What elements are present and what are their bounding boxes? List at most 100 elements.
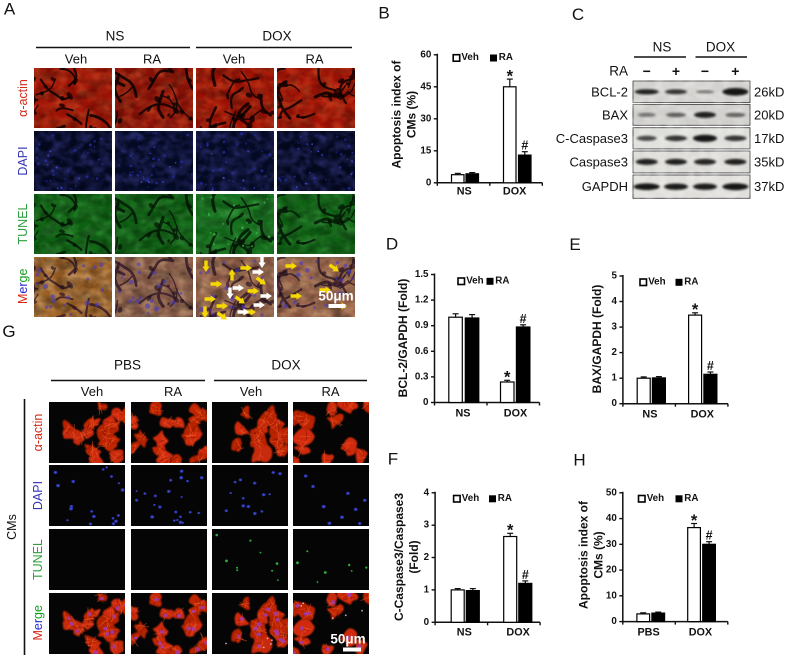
svg-text:Merge: Merge bbox=[31, 605, 45, 640]
svg-text:*: * bbox=[691, 512, 698, 530]
svg-text:BAX: BAX bbox=[602, 107, 628, 122]
svg-text:A: A bbox=[4, 0, 16, 19]
svg-text:CMs (%): CMs (%) bbox=[592, 531, 606, 578]
svg-text:50μm: 50μm bbox=[318, 289, 353, 304]
svg-text:Veh: Veh bbox=[223, 52, 245, 67]
svg-text:17kD: 17kD bbox=[754, 131, 784, 146]
svg-text:RA: RA bbox=[495, 276, 509, 287]
svg-text:+: + bbox=[731, 63, 739, 79]
svg-text:10: 10 bbox=[606, 590, 617, 601]
svg-text:1: 1 bbox=[611, 373, 617, 384]
svg-text:DOX: DOX bbox=[706, 40, 735, 55]
svg-text:50μm: 50μm bbox=[330, 632, 365, 647]
svg-text:#: # bbox=[706, 529, 713, 543]
svg-text:D: D bbox=[386, 235, 398, 254]
svg-text:E: E bbox=[569, 235, 580, 254]
svg-text:0: 0 bbox=[611, 398, 617, 409]
svg-text:1.5: 1.5 bbox=[415, 269, 429, 280]
svg-text:Veh: Veh bbox=[462, 493, 479, 504]
svg-text:NS: NS bbox=[642, 409, 657, 421]
svg-text:B: B bbox=[378, 4, 389, 23]
svg-text:DOX: DOX bbox=[262, 29, 291, 44]
svg-text:DOX: DOX bbox=[691, 409, 715, 421]
svg-text:−: − bbox=[701, 63, 709, 79]
svg-text:50: 50 bbox=[606, 487, 617, 498]
svg-text:C: C bbox=[572, 5, 584, 24]
svg-text:3: 3 bbox=[611, 322, 617, 333]
svg-text:Veh: Veh bbox=[81, 384, 103, 399]
svg-text:DOX: DOX bbox=[689, 627, 713, 639]
svg-text:RA: RA bbox=[305, 52, 323, 67]
svg-text:F: F bbox=[388, 450, 398, 469]
svg-text:NS: NS bbox=[456, 408, 471, 420]
svg-text:20: 20 bbox=[606, 565, 617, 576]
svg-text:#: # bbox=[521, 139, 528, 153]
svg-text:Veh: Veh bbox=[466, 276, 483, 287]
svg-text:Apoptosis index of: Apoptosis index of bbox=[577, 500, 591, 609]
svg-text:BCL-2: BCL-2 bbox=[591, 84, 628, 99]
svg-text:4: 4 bbox=[424, 487, 430, 498]
svg-text:H: H bbox=[573, 451, 585, 470]
svg-text:RA: RA bbox=[684, 493, 698, 504]
svg-text:RA: RA bbox=[321, 384, 339, 399]
svg-text:DAPI: DAPI bbox=[16, 146, 30, 175]
svg-text:0.9: 0.9 bbox=[415, 320, 429, 331]
svg-text:3: 3 bbox=[424, 520, 430, 531]
svg-text:*: * bbox=[507, 522, 514, 540]
svg-text:RA: RA bbox=[609, 64, 628, 79]
svg-text:BCL-2/GAPDH (Fold): BCL-2/GAPDH (Fold) bbox=[396, 279, 410, 398]
svg-text:PBS: PBS bbox=[637, 627, 659, 639]
svg-text:RA: RA bbox=[684, 277, 698, 288]
svg-text:0: 0 bbox=[426, 177, 432, 188]
svg-text:*: * bbox=[692, 301, 699, 319]
svg-text:35kD: 35kD bbox=[754, 154, 784, 169]
svg-text:30: 30 bbox=[420, 113, 431, 124]
svg-text:20kD: 20kD bbox=[754, 107, 784, 122]
svg-text:PBS: PBS bbox=[114, 358, 141, 373]
svg-text:*: * bbox=[504, 369, 511, 387]
svg-text:RA: RA bbox=[164, 384, 182, 399]
svg-text:2: 2 bbox=[611, 347, 617, 358]
svg-text:DOX: DOX bbox=[504, 408, 528, 420]
svg-text:NS: NS bbox=[106, 29, 125, 44]
svg-text:0.6: 0.6 bbox=[415, 346, 429, 357]
svg-text:0: 0 bbox=[611, 616, 617, 627]
svg-text:RA: RA bbox=[498, 493, 512, 504]
svg-text:G: G bbox=[2, 322, 15, 341]
svg-text:0.3: 0.3 bbox=[415, 371, 429, 382]
svg-text:NS: NS bbox=[457, 627, 472, 639]
svg-text:C-Caspase3: C-Caspase3 bbox=[556, 131, 628, 146]
svg-text:1.2: 1.2 bbox=[415, 295, 429, 306]
svg-text:26kD: 26kD bbox=[754, 84, 784, 99]
svg-text:Veh: Veh bbox=[240, 384, 262, 399]
svg-text:DAPI: DAPI bbox=[31, 481, 45, 510]
svg-text:*: * bbox=[507, 67, 514, 85]
svg-text:TUNEL: TUNEL bbox=[16, 203, 30, 244]
svg-text:(Fold): (Fold) bbox=[407, 540, 421, 573]
svg-text:Veh: Veh bbox=[65, 52, 87, 67]
svg-text:−: − bbox=[643, 63, 651, 79]
svg-text:DOX: DOX bbox=[503, 186, 527, 198]
svg-text:2: 2 bbox=[424, 552, 430, 563]
svg-text:1: 1 bbox=[424, 584, 430, 595]
svg-text:40: 40 bbox=[606, 513, 617, 524]
svg-text:CMs (%): CMs (%) bbox=[405, 91, 419, 138]
svg-text:Apoptosis index of: Apoptosis index of bbox=[390, 59, 404, 168]
svg-text:CMs: CMs bbox=[5, 514, 19, 540]
svg-text:RA: RA bbox=[143, 52, 161, 67]
svg-text:GAPDH: GAPDH bbox=[582, 179, 628, 194]
svg-text:Veh: Veh bbox=[647, 493, 664, 504]
svg-text:Veh: Veh bbox=[461, 52, 478, 63]
svg-text:37kD: 37kD bbox=[754, 179, 784, 194]
svg-text:30: 30 bbox=[606, 539, 617, 550]
svg-text:Merge: Merge bbox=[16, 269, 30, 304]
svg-text:α-actin: α-actin bbox=[16, 79, 30, 117]
svg-text:4: 4 bbox=[611, 296, 617, 307]
svg-text:DOX: DOX bbox=[271, 358, 300, 373]
svg-text:C-Caspase3/Caspase3: C-Caspase3/Caspase3 bbox=[392, 493, 406, 621]
svg-text:5: 5 bbox=[611, 271, 617, 282]
svg-text:TUNEL: TUNEL bbox=[31, 539, 45, 580]
svg-text:#: # bbox=[707, 359, 714, 373]
svg-text:45: 45 bbox=[420, 81, 431, 92]
svg-text:60: 60 bbox=[420, 49, 431, 60]
